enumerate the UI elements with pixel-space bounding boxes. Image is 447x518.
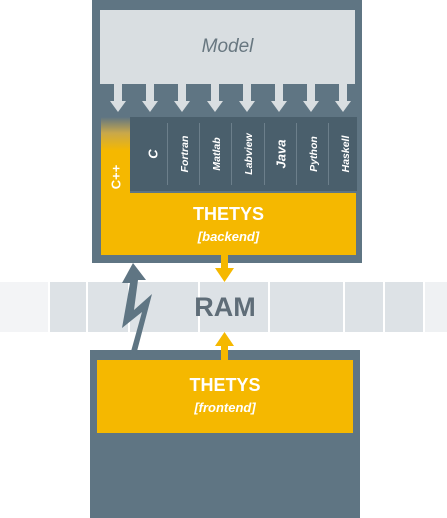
ram-cell: [345, 282, 385, 332]
column-divider: [167, 123, 168, 185]
column-divider: [231, 123, 233, 185]
column-divider: [328, 123, 329, 185]
ram-band: [0, 282, 447, 332]
down-arrow-icon: [146, 84, 155, 102]
down-arrow-head: [110, 101, 126, 112]
down-arrow-head: [142, 101, 159, 112]
ram-cell: [270, 282, 345, 332]
column-divider: [295, 123, 297, 185]
ram-cell: [425, 282, 447, 332]
down-arrow-icon: [339, 84, 348, 102]
cpp-column: C++: [101, 117, 130, 197]
ram-label: RAM: [194, 292, 256, 322]
backend-subtitle: [backend]: [197, 229, 260, 244]
frontend-box: [97, 360, 353, 433]
down-arrow-head: [174, 101, 191, 112]
down-arrow-head: [238, 101, 255, 112]
language-column: Java: [267, 117, 297, 191]
ram-cell: [385, 282, 425, 332]
model-label: Model: [201, 36, 254, 57]
down-arrow-head: [271, 101, 287, 112]
ram-cell: [0, 282, 50, 332]
down-arrow-head: [335, 101, 352, 112]
language-column: Python: [299, 117, 329, 191]
backend-to-ram-arrow: [215, 255, 234, 282]
ram-cell: [50, 282, 88, 332]
down-arrow-icon: [210, 84, 219, 102]
backend-title: THETYS: [192, 204, 264, 224]
frontend-title: THETYS: [189, 375, 261, 395]
down-arrow-head: [303, 101, 320, 112]
lightning-connection-icon: [122, 263, 152, 355]
language-column: C: [138, 117, 168, 191]
down-arrow-icon: [307, 84, 316, 102]
frontend-subtitle: [frontend]: [194, 400, 256, 415]
language-column: Matlab: [202, 117, 233, 191]
down-arrow-icon: [114, 84, 122, 102]
down-arrow-head: [206, 101, 223, 112]
down-arrow-icon: [275, 84, 283, 102]
language-column: Labview: [235, 117, 265, 191]
column-divider: [199, 123, 201, 185]
model-box: [100, 10, 355, 84]
backend-box: [101, 193, 356, 255]
language-column: Fortran: [170, 117, 201, 191]
down-arrow-icon: [178, 84, 187, 102]
column-divider: [263, 123, 265, 185]
down-arrow-icon: [242, 84, 251, 102]
ram-cell: [200, 282, 270, 332]
frontend-to-ram-arrow: [215, 332, 234, 362]
